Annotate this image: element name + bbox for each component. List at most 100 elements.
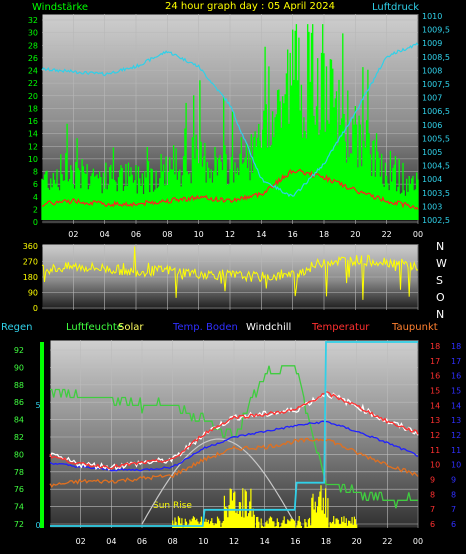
time-tick-label-bottom: 00 xyxy=(413,537,423,546)
tick-label-wind: 14 xyxy=(28,130,38,139)
wind-speed-bars xyxy=(41,24,419,220)
tick-label-temp2: 7 xyxy=(451,505,456,514)
tick-label-pressure: 1008,5 xyxy=(422,53,450,62)
tick-label-temp: 7 xyxy=(430,505,435,514)
tick-label-temp2: 9 xyxy=(451,476,456,485)
tick-label-pressure: 1007 xyxy=(422,94,442,103)
tick-label-direction: 90 xyxy=(28,289,38,298)
time-tick-label-top: 06 xyxy=(131,230,141,239)
tick-label-wind: 32 xyxy=(28,16,38,25)
time-tick-label-bottom: 02 xyxy=(76,537,86,546)
wind-direction-line xyxy=(41,246,419,300)
tick-label-pressure: 1006,5 xyxy=(422,107,450,116)
tick-label-wind: 18 xyxy=(28,104,38,113)
tick-label-temp2: 8 xyxy=(451,490,456,499)
tick-label-temp2: 18 xyxy=(451,342,461,351)
tick-label-temp2: 16 xyxy=(451,372,461,381)
tick-label-temp2: 17 xyxy=(451,357,461,366)
tick-label-humidity: 78 xyxy=(14,468,24,477)
tick-label-temp2: 12 xyxy=(451,431,461,440)
tick-label-humidity: 82 xyxy=(14,433,24,442)
compass-o: O xyxy=(436,291,445,304)
tick-label-humidity: 74 xyxy=(14,503,24,512)
time-tick-label-top: 14 xyxy=(256,230,266,239)
tick-label-rain: 5 xyxy=(35,401,40,410)
tick-label-temp2: 13 xyxy=(451,416,461,425)
time-tick-label-top: 02 xyxy=(68,230,78,239)
tick-label-humidity: 80 xyxy=(14,450,24,459)
tick-label-direction: 360 xyxy=(23,242,38,251)
time-tick-label-top: 20 xyxy=(350,230,360,239)
tick-label-wind: 28 xyxy=(28,41,38,50)
tick-label-wind: 10 xyxy=(28,155,38,164)
tick-label-pressure: 1004 xyxy=(422,175,442,184)
tick-label-wind: 8 xyxy=(33,168,38,177)
compass-n2: N xyxy=(436,308,444,321)
time-tick-label-top: 10 xyxy=(194,230,204,239)
tick-label-temp: 8 xyxy=(430,490,435,499)
tick-label-pressure: 1009 xyxy=(422,39,442,48)
temperature-line xyxy=(49,391,419,470)
time-tick-label-top: 00 xyxy=(413,230,423,239)
tick-label-humidity: 86 xyxy=(14,398,24,407)
tick-label-wind: 24 xyxy=(28,67,38,76)
tick-label-temp2: 11 xyxy=(451,446,461,455)
wind-axis-title: Windstärke xyxy=(32,2,88,13)
tick-label-humidity: 90 xyxy=(14,363,24,372)
tick-label-wind: 22 xyxy=(28,79,38,88)
legend-solar: Solar xyxy=(118,322,144,333)
tick-label-temp2: 10 xyxy=(451,461,461,470)
time-tick-label-top: 16 xyxy=(288,230,298,239)
tick-label-temp: 18 xyxy=(430,342,440,351)
tick-label-humidity: 84 xyxy=(14,416,24,425)
legend-regen: Regen xyxy=(1,322,33,333)
tick-label-temp2: 6 xyxy=(451,520,456,529)
tick-label-wind: 12 xyxy=(28,142,38,151)
tick-label-rain: 0 xyxy=(35,521,40,530)
tick-label-direction: 180 xyxy=(23,273,38,282)
tick-label-humidity: 76 xyxy=(14,485,24,494)
tick-label-temp: 10 xyxy=(430,461,440,470)
tick-label-humidity: 88 xyxy=(14,381,24,390)
legend-taupunkt: Taupunkt xyxy=(391,322,438,333)
time-tick-label-bottom: 10 xyxy=(198,537,208,546)
tick-label-temp: 6 xyxy=(430,520,435,529)
tick-label-wind: 2 xyxy=(33,205,38,214)
tick-label-wind: 26 xyxy=(28,54,38,63)
tick-label-temp: 13 xyxy=(430,416,440,425)
page-title: 24 hour graph day : 05 April 2024 xyxy=(165,1,335,12)
tick-label-humidity: 92 xyxy=(14,346,24,355)
time-tick-label-top: 04 xyxy=(100,230,110,239)
tick-label-wind: 30 xyxy=(28,29,38,38)
tick-label-pressure: 1004,5 xyxy=(422,162,450,171)
time-tick-label-bottom: 20 xyxy=(352,537,362,546)
tick-label-pressure: 1007,5 xyxy=(422,80,450,89)
time-tick-label-top: 22 xyxy=(382,230,392,239)
tick-label-pressure: 1003 xyxy=(422,202,442,211)
tick-label-temp: 12 xyxy=(430,431,440,440)
ground-temp-line xyxy=(49,420,419,472)
legend-temp-boden: Temp. Boden xyxy=(172,322,238,333)
tick-label-pressure: 1010 xyxy=(422,12,442,21)
tick-label-pressure: 1005 xyxy=(422,148,442,157)
tick-label-temp: 17 xyxy=(430,357,440,366)
time-tick-label-top: 18 xyxy=(319,230,329,239)
time-tick-label-top: 12 xyxy=(225,230,235,239)
tick-label-temp: 11 xyxy=(430,446,440,455)
time-tick-label-bottom: 06 xyxy=(137,537,147,546)
tick-label-pressure: 1002,5 xyxy=(422,216,450,225)
tick-label-temp2: 15 xyxy=(451,387,461,396)
tick-label-pressure: 1003,5 xyxy=(422,189,450,198)
tick-label-temp: 14 xyxy=(430,401,440,410)
tick-label-wind: 4 xyxy=(33,193,38,202)
time-tick-label-bottom: 08 xyxy=(168,537,178,546)
tick-label-pressure: 1005,5 xyxy=(422,134,450,143)
rain-axis-bar xyxy=(40,342,44,528)
compass-s: S xyxy=(436,274,443,287)
tick-label-wind: 0 xyxy=(33,218,38,227)
legend-temperatur: Temperatur xyxy=(311,322,370,333)
dewpoint-line xyxy=(49,437,419,488)
tick-label-wind: 6 xyxy=(33,180,38,189)
pressure-line xyxy=(41,42,419,198)
